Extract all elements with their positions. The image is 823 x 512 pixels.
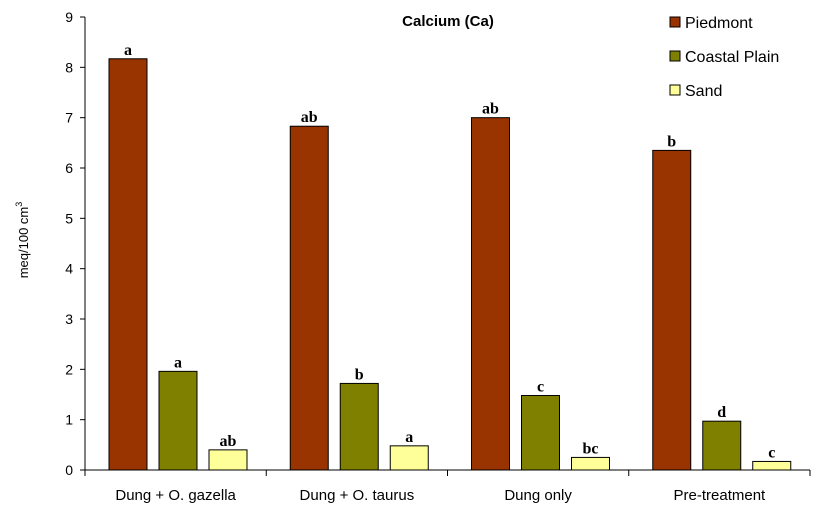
significance-label: b [667,133,676,150]
legend-swatch [669,50,681,62]
bar-sand [571,456,610,471]
y-tick-label: 9 [65,9,73,25]
bar-piedmont [652,149,692,471]
y-axis-ticks: 0 1 2 3 4 5 6 7 8 9 [65,9,85,478]
bar-sand [208,449,248,471]
bar-piedmont [471,117,510,471]
bar-sand [389,445,429,471]
x-tick-label: Dung + O. gazella [115,487,236,504]
bar-piedmont [289,125,329,471]
bar-coastal-plain [339,382,379,471]
x-tick-label: Dung + O. taurus [300,487,415,504]
legend-label: Coastal Plain [685,49,779,66]
significance-label: a [405,429,413,446]
y-tick-label: 8 [65,59,73,75]
significance-label: c [768,444,775,461]
significance-label: bc [583,440,599,457]
significance-label: b [355,366,364,383]
x-axis-tick-labels: Dung + O. gazella Dung + O. taurus Dung on… [84,470,811,504]
legend: Piedmont Coastal Plain Sand [669,15,779,100]
bar-sand [752,460,792,471]
y-tick-label: 4 [65,261,73,277]
x-tick-label: Dung only [504,487,572,504]
significance-label: ab [301,109,318,126]
y-tick-label: 2 [65,361,73,377]
bar-coastal-plain [702,420,742,471]
y-tick-label: 1 [65,412,73,428]
legend-swatch [669,16,681,28]
legend-label: Sand [685,83,722,100]
significance-labels: a a ab ab b a ab c bc b d c [124,42,775,462]
significance-label: d [717,404,726,421]
chart-title: Calcium (Ca) [402,13,494,30]
legend-label: Piedmont [685,15,753,32]
bar-piedmont [108,58,148,471]
y-tick-label: 5 [65,210,73,226]
bar-coastal-plain [158,370,198,471]
legend-swatch [669,84,681,96]
y-tick-label: 7 [65,110,73,126]
significance-label: a [124,42,132,59]
significance-label: a [174,354,182,371]
x-tick-label: Pre-treatment [674,487,767,504]
significance-label: c [537,379,544,396]
significance-label: ab [482,101,499,118]
y-tick-label: 0 [65,462,73,478]
bar-coastal-plain [521,395,560,471]
significance-label: ab [220,433,237,450]
bars [108,58,792,471]
y-tick-label: 3 [65,311,73,327]
y-tick-label: 6 [65,160,73,176]
y-axis-label: meq/100 cm3 [14,202,31,279]
